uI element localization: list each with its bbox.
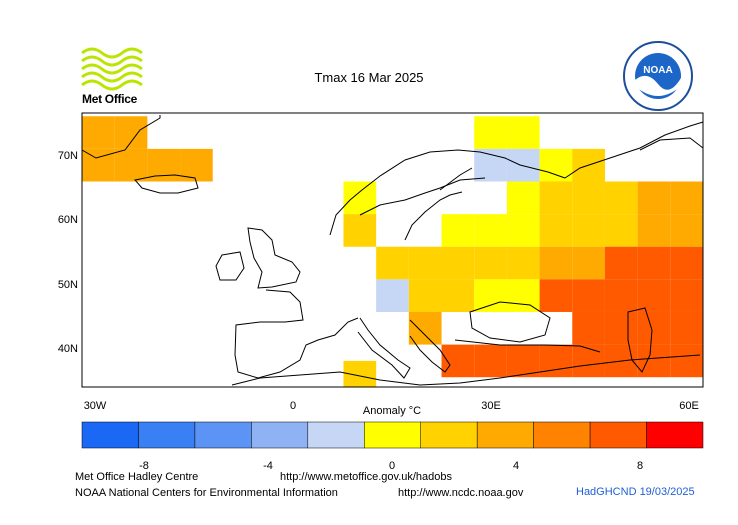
anomaly-cell (506, 214, 540, 247)
anomaly-cell (637, 279, 671, 312)
anomaly-cell (670, 311, 703, 345)
anomaly-cells (82, 116, 703, 387)
anomaly-cell (474, 344, 507, 378)
anomaly-cell (180, 148, 213, 182)
anomaly-cell (408, 246, 442, 280)
anomaly-cell (572, 181, 605, 215)
anomaly-cell (506, 148, 540, 182)
anomaly-cell (539, 148, 573, 182)
anomaly-cell (637, 246, 671, 280)
svg-text:NOAA: NOAA (643, 65, 672, 76)
colorbar-tick-label: 4 (513, 460, 519, 472)
anomaly-cell (474, 214, 507, 247)
colorbar-swatch (251, 421, 309, 449)
colorbar (81, 421, 704, 449)
anomaly-cell (408, 311, 442, 345)
anomaly-cell (441, 279, 475, 312)
anomaly-cell (572, 214, 605, 247)
anomaly-cell (82, 116, 115, 149)
anomaly-cell (376, 279, 409, 312)
anomaly-cell (572, 279, 605, 312)
anomaly-cell (441, 344, 475, 378)
anomaly-cell (408, 279, 442, 312)
anomaly-cell (604, 279, 638, 312)
noaa-logo: NOAA (623, 41, 693, 111)
x-tick-label: 30E (481, 400, 501, 412)
anomaly-cell (539, 344, 573, 378)
anomaly-cell (441, 246, 475, 280)
anomaly-cell (506, 279, 540, 312)
anomaly-cell (670, 344, 703, 378)
anomaly-cell (604, 311, 638, 345)
colorbar-swatch (646, 421, 704, 449)
colorbar-swatch (307, 421, 365, 449)
footer-dataset-credit: HadGHCND 19/03/2025 (576, 486, 695, 498)
anomaly-cell (376, 246, 409, 280)
colorbar-label: Anomaly °C (363, 405, 421, 417)
anomaly-cell (506, 181, 540, 215)
anomaly-cell (539, 246, 573, 280)
anomaly-cell (343, 181, 377, 215)
footer-url-metoffice[interactable]: http://www.metoffice.gov.uk/hadobs (280, 471, 453, 483)
anomaly-cell (441, 214, 475, 247)
anomaly-cell (474, 148, 507, 182)
anomaly-cell (670, 214, 703, 247)
colorbar-swatch (194, 421, 252, 449)
anomaly-cell (506, 246, 540, 280)
anomaly-cell (572, 246, 605, 280)
colorbar-tick-label: -8 (139, 460, 149, 472)
colorbar-swatch (138, 421, 196, 449)
anomaly-cell (114, 116, 148, 149)
colorbar-swatch (364, 421, 421, 449)
anomaly-cell (572, 344, 605, 378)
anomaly-cell (506, 344, 540, 378)
colorbar-tick-label: 8 (637, 460, 643, 472)
footer-url-noaa[interactable]: http://www.ncdc.noaa.gov (398, 487, 524, 499)
coastlines (81, 115, 704, 386)
anomaly-cell (604, 181, 638, 215)
colorbar-swatch (589, 421, 647, 449)
anomaly-cell (539, 279, 573, 312)
colorbar-tick-label: 0 (389, 460, 395, 472)
met-office-logo-text: Met Office (82, 92, 138, 106)
met-office-wave-logo (81, 47, 143, 91)
x-tick-label: 30W (84, 400, 107, 412)
x-tick-label: 60E (679, 400, 699, 412)
anomaly-cell (637, 344, 671, 378)
anomaly-cell (539, 214, 573, 247)
footer-org-noaa: NOAA National Centers for Environmental … (75, 487, 338, 499)
colorbar-swatch (533, 421, 591, 449)
colorbar-swatch (476, 421, 534, 449)
anomaly-cell (474, 246, 507, 280)
anomaly-cell (506, 116, 540, 149)
anomaly-cell (114, 148, 148, 182)
anomaly-cell (474, 116, 507, 149)
anomaly-cell (343, 214, 377, 247)
anomaly-cell (670, 246, 703, 280)
anomaly-cell (604, 214, 638, 247)
anomaly-cell (637, 214, 671, 247)
anomaly-cell (637, 311, 671, 345)
colorbar-tick-label: -4 (263, 460, 273, 472)
anomaly-cell (670, 279, 703, 312)
anomaly-cell (572, 311, 605, 345)
y-tick-label: 60N (58, 214, 78, 226)
y-tick-label: 50N (58, 279, 78, 291)
colorbar-swatch (420, 421, 478, 449)
map-frame (81, 112, 704, 388)
y-tick-label: 40N (58, 343, 78, 355)
y-tick-label: 70N (58, 150, 78, 162)
anomaly-cell (474, 279, 507, 312)
anomaly-cell (637, 181, 671, 215)
anomaly-cell (670, 181, 703, 215)
anomaly-cell (604, 246, 638, 280)
x-tick-label: 0 (290, 400, 296, 412)
chart-title: Tmax 16 Mar 2025 (314, 70, 424, 85)
colorbar-swatch (81, 421, 139, 449)
anomaly-cell (539, 181, 573, 215)
footer-org-metoffice: Met Office Hadley Centre (75, 471, 199, 483)
